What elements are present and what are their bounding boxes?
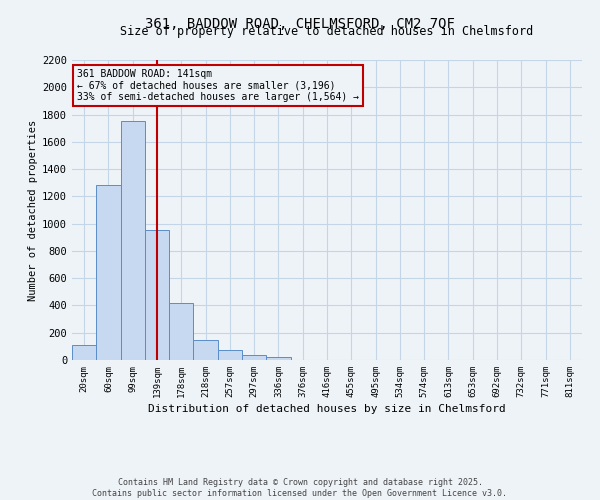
- Bar: [218, 350, 242, 360]
- Bar: [96, 186, 121, 360]
- X-axis label: Distribution of detached houses by size in Chelmsford: Distribution of detached houses by size …: [148, 404, 506, 414]
- Text: 361 BADDOW ROAD: 141sqm
← 67% of detached houses are smaller (3,196)
33% of semi: 361 BADDOW ROAD: 141sqm ← 67% of detache…: [77, 69, 359, 102]
- Bar: [121, 122, 145, 360]
- Bar: [193, 340, 218, 360]
- Bar: [242, 354, 266, 360]
- Bar: [169, 302, 193, 360]
- Text: 361, BADDOW ROAD, CHELMSFORD, CM2 7QF: 361, BADDOW ROAD, CHELMSFORD, CM2 7QF: [145, 18, 455, 32]
- Bar: [72, 345, 96, 360]
- Y-axis label: Number of detached properties: Number of detached properties: [28, 120, 38, 300]
- Title: Size of property relative to detached houses in Chelmsford: Size of property relative to detached ho…: [121, 25, 533, 38]
- Text: Contains HM Land Registry data © Crown copyright and database right 2025.
Contai: Contains HM Land Registry data © Crown c…: [92, 478, 508, 498]
- Bar: [145, 230, 169, 360]
- Bar: [266, 358, 290, 360]
